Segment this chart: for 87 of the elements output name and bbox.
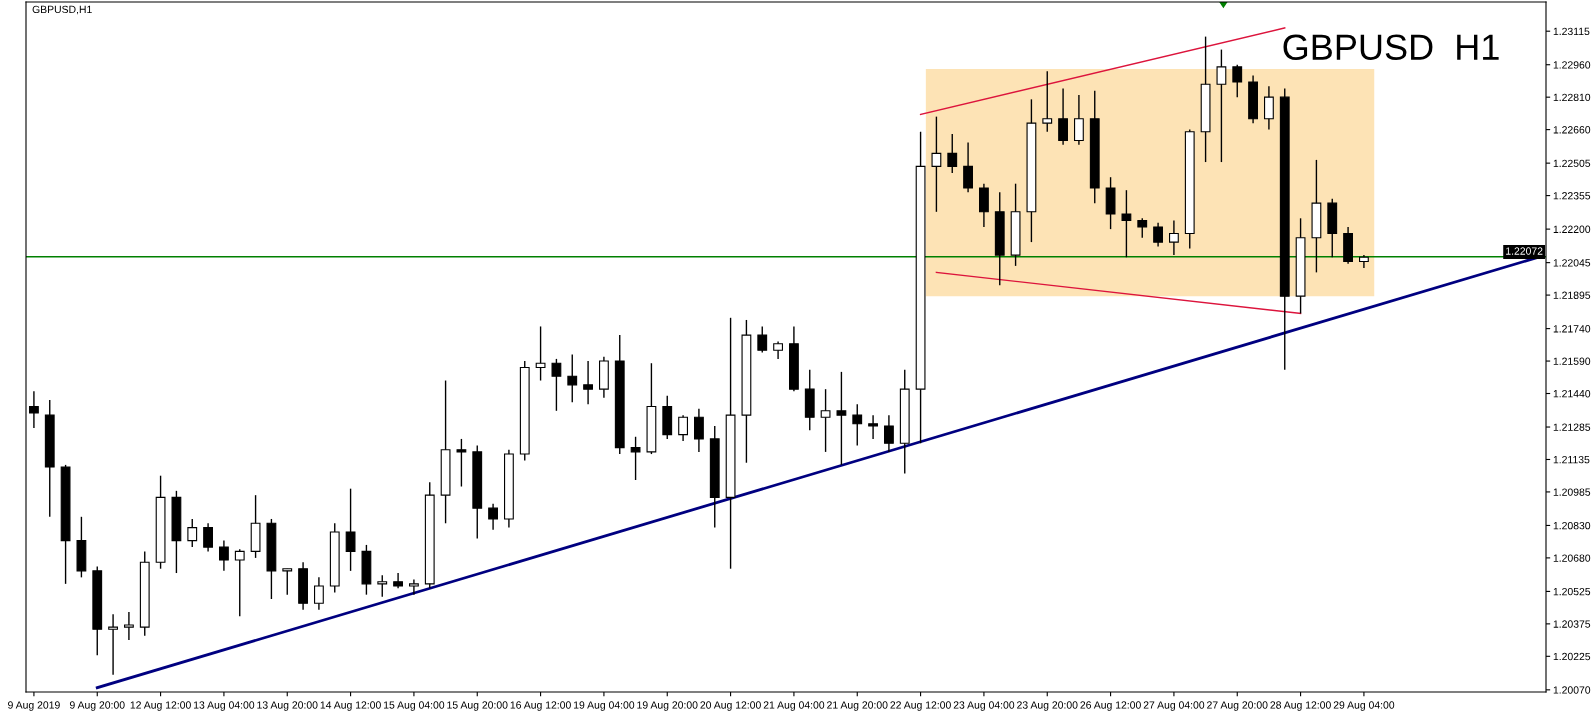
y-tick-label: 1.21285 [1553, 423, 1591, 431]
y-tick-label: 1.22960 [1553, 61, 1591, 69]
candlestick [963, 141, 973, 194]
y-tick-label: 1.21135 [1553, 455, 1590, 464]
candlestick [535, 325, 546, 382]
x-tick-label: 13 Aug 20:00 [257, 701, 318, 711]
candlestick [852, 403, 863, 447]
candlestick [124, 611, 134, 641]
y-tick-label: 1.20830 [1553, 521, 1591, 530]
candlestick [567, 353, 578, 403]
candlestick [757, 325, 768, 354]
x-tick-label: 27 Aug 04:00 [1143, 701, 1205, 711]
y-tick-label: 1.21590 [1553, 357, 1591, 365]
candlestick [1169, 219, 1179, 256]
candlestick [1153, 221, 1163, 248]
x-tick-label: 26 Aug 12:00 [1080, 701, 1141, 711]
candlestick [377, 574, 388, 598]
y-tick-label: 1.22045 [1553, 259, 1591, 267]
x-tick-label: 9 Aug 2019 [8, 701, 60, 711]
candlestick [1058, 87, 1068, 146]
candlestick [1121, 189, 1132, 258]
y-tick-label: 1.22505 [1553, 159, 1591, 168]
x-tick-label: 12 Aug 12:00 [130, 701, 191, 711]
candlestick [947, 133, 958, 174]
candlestick [884, 414, 894, 453]
y-tick-label: 1.22355 [1553, 192, 1591, 200]
chart-title: GBPUSD,H1 [32, 5, 92, 15]
y-tick-label: 1.20070 [1553, 686, 1591, 694]
candlestick [219, 539, 229, 572]
candlestick [488, 503, 498, 531]
x-tick-label: 15 Aug 20:00 [447, 701, 508, 711]
y-tick-label: 1.20985 [1553, 488, 1591, 496]
x-tick-label: 16 Aug 12:00 [510, 701, 571, 711]
x-tick-label: 22 Aug 12:00 [890, 701, 951, 711]
y-tick-label: 1.21740 [1553, 325, 1591, 333]
candlestick [108, 613, 118, 676]
y-tick-label: 1.22810 [1553, 93, 1591, 102]
x-tick-label: 13 Aug 04:00 [194, 701, 255, 711]
candlestick [456, 438, 467, 488]
y-tick-label: 1.22200 [1553, 225, 1591, 233]
candlestick [234, 548, 245, 617]
y-tick-label: 1.20225 [1553, 652, 1591, 661]
candlestick [1074, 94, 1084, 146]
y-tick-label: 1.21440 [1553, 390, 1591, 398]
candlestick [678, 414, 688, 442]
x-tick-label: 21 Aug 20:00 [827, 701, 888, 711]
x-tick-label: 14 Aug 12:00 [320, 701, 381, 711]
candlestick [868, 414, 878, 440]
candlestick [583, 360, 593, 406]
candlestick [1232, 64, 1243, 98]
candlestick [1137, 217, 1148, 239]
candlestick [820, 388, 831, 453]
x-tick-label: 19 Aug 04:00 [574, 701, 635, 711]
x-tick-label: 19 Aug 20:00 [637, 701, 698, 711]
x-tick-label: 29 Aug 04:00 [1333, 701, 1395, 711]
candlestick [282, 568, 293, 596]
x-tick-label: 27 Aug 20:00 [1207, 701, 1268, 711]
candlestick [630, 436, 641, 481]
y-tick-label: 1.23115 [1553, 27, 1590, 36]
y-tick-label: 1.22660 [1553, 126, 1591, 134]
candlestick [1264, 85, 1274, 131]
candlestick [345, 487, 356, 572]
candlestick [979, 182, 989, 228]
candlestick [551, 358, 562, 412]
candlestick [694, 407, 704, 453]
y-tick-label: 1.20680 [1553, 554, 1591, 562]
x-tick-label: 15 Aug 04:00 [384, 701, 445, 711]
y-tick-label: 1.20525 [1553, 587, 1591, 596]
x-tick-label: 28 Aug 12:00 [1270, 701, 1331, 711]
candlestick [314, 576, 324, 611]
candlestick [1216, 48, 1227, 163]
candlestick [203, 522, 213, 553]
candlestick [29, 390, 39, 429]
x-tick-label: 23 Aug 04:00 [953, 701, 1015, 711]
x-tick-label: 21 Aug 04:00 [763, 701, 825, 711]
ref-line-label: 1.22072 [1506, 247, 1543, 255]
y-tick-label: 1.20375 [1553, 620, 1591, 628]
annotation: GBPUSD H1 [1283, 34, 1499, 60]
x-tick-label: 23 Aug 20:00 [1017, 701, 1078, 711]
candlestick [1042, 70, 1053, 133]
x-tick-label: 20 Aug 12:00 [700, 701, 761, 711]
candlestick [931, 115, 942, 213]
candlestick [836, 371, 847, 466]
x-tick-label: 9 Aug 20:00 [69, 701, 125, 711]
candlestick [409, 578, 419, 596]
y-tick-label: 1.21895 [1553, 291, 1591, 299]
candlestick [187, 518, 198, 548]
